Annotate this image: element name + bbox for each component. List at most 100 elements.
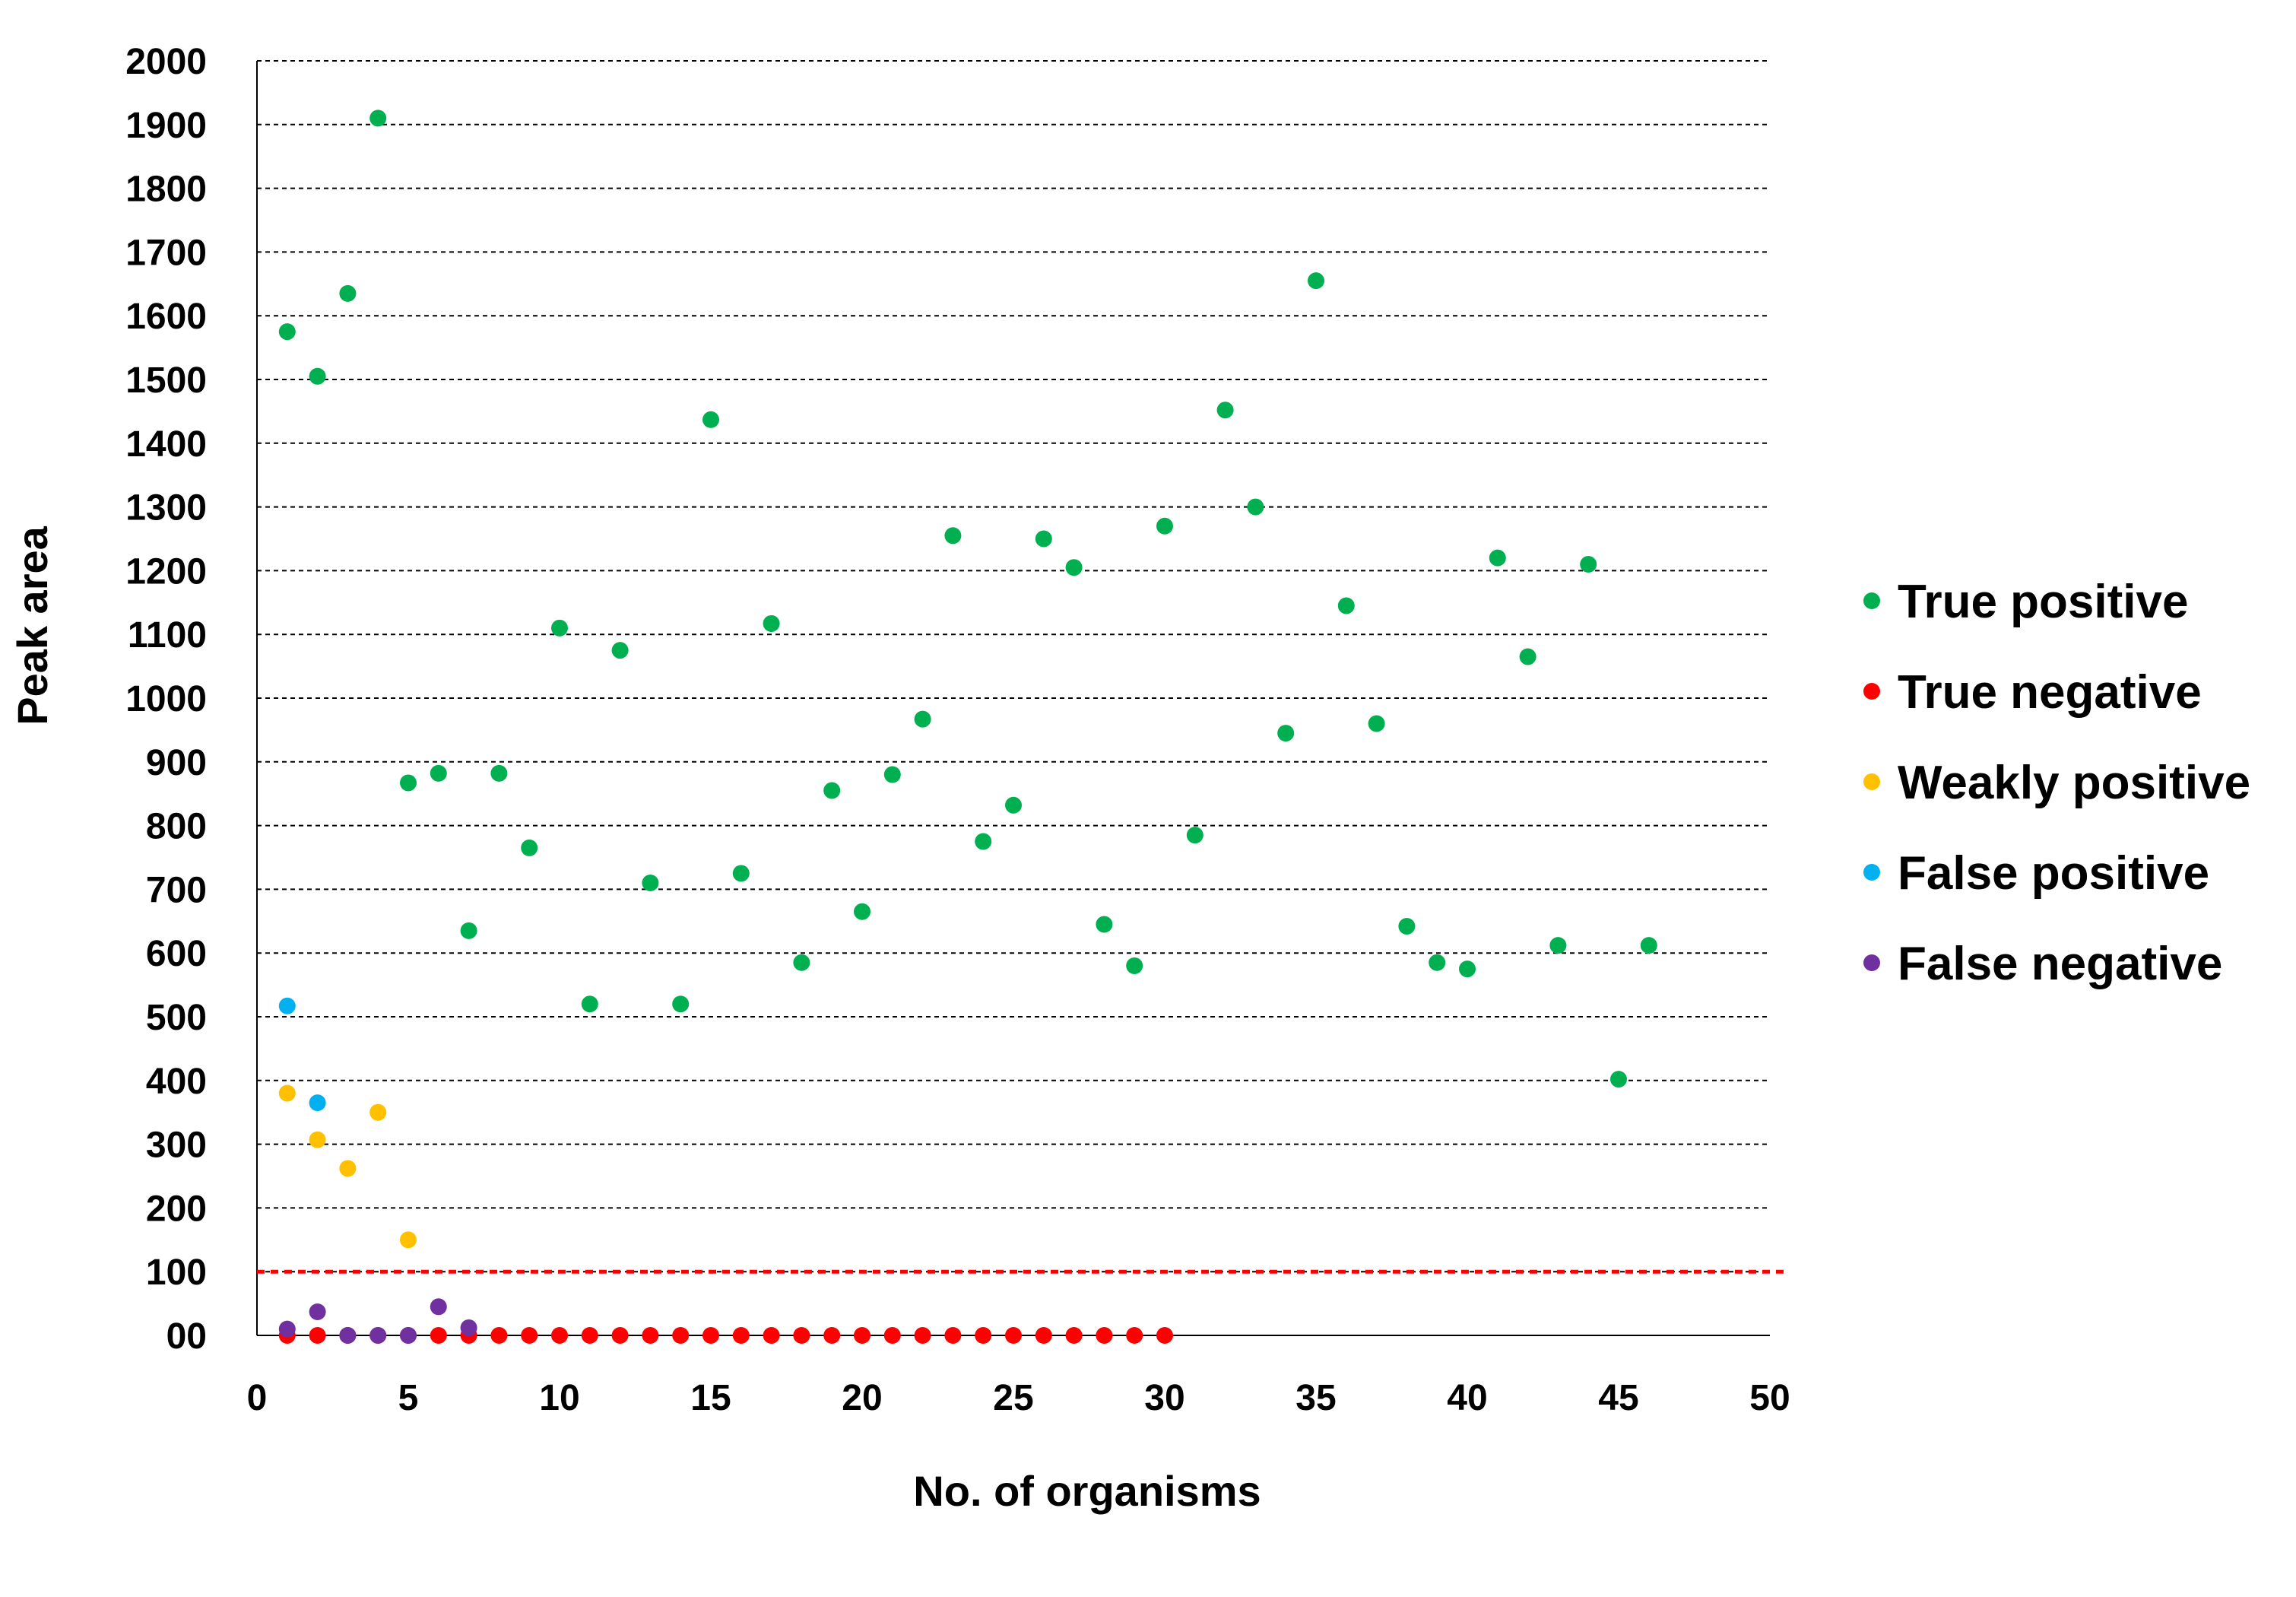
- x-tick-label: 30: [1144, 1378, 1184, 1418]
- series-false-positive: [278, 997, 326, 1112]
- data-point-true-negative: [702, 1327, 719, 1344]
- y-tick-label: 1600: [125, 297, 207, 337]
- data-point-true-negative: [944, 1327, 962, 1344]
- series-false-negative: [278, 1298, 477, 1344]
- data-point-true-positive: [1216, 402, 1234, 419]
- data-point-true-positive: [309, 367, 326, 385]
- data-point-true-positive: [1096, 916, 1113, 933]
- data-point-true-negative: [521, 1327, 538, 1344]
- data-point-true-positive: [490, 764, 508, 782]
- data-point-true-positive: [369, 110, 387, 127]
- data-point-false-negative: [369, 1327, 387, 1344]
- data-point-true-negative: [823, 1327, 841, 1344]
- data-point-true-negative: [1065, 1327, 1083, 1344]
- y-tick-label: 1700: [125, 233, 207, 273]
- data-point-false-negative: [309, 1303, 326, 1320]
- data-point-false-negative: [460, 1319, 477, 1336]
- data-point-true-positive: [339, 284, 357, 302]
- data-point-false-negative: [400, 1327, 417, 1344]
- y-tick-label: 100: [146, 1253, 207, 1293]
- data-point-true-positive: [1035, 530, 1052, 548]
- y-tick-label: 800: [146, 807, 207, 847]
- gridlines: [256, 60, 1770, 1336]
- data-point-true-positive: [823, 782, 841, 799]
- x-tick-label: 35: [1295, 1378, 1336, 1418]
- data-point-false-negative: [339, 1327, 357, 1344]
- data-point-false-positive: [309, 1094, 326, 1112]
- data-point-true-positive: [1489, 549, 1506, 567]
- data-point-true-negative: [490, 1327, 508, 1344]
- data-point-true-positive: [1429, 954, 1446, 971]
- y-tick-label: 2000: [125, 42, 207, 82]
- data-point-true-positive: [1126, 957, 1143, 974]
- x-axis-label: No. of organisms: [913, 1467, 1261, 1515]
- legend-item-true-negative: True negative: [1863, 666, 2202, 719]
- data-point-true-positive: [278, 323, 296, 341]
- legend-item-false-negative: False negative: [1863, 938, 2222, 990]
- data-point-true-positive: [521, 839, 538, 856]
- data-point-true-positive: [551, 619, 568, 637]
- data-point-true-positive: [1519, 648, 1536, 665]
- x-tick-label: 15: [690, 1378, 731, 1418]
- data-point-true-positive: [581, 995, 598, 1013]
- data-point-false-negative: [278, 1320, 296, 1338]
- data-point-false-positive: [278, 997, 296, 1014]
- data-point-true-positive: [1186, 827, 1203, 844]
- data-point-true-positive: [1580, 556, 1597, 573]
- y-tick-label: 600: [146, 934, 207, 974]
- x-tick-label: 50: [1749, 1378, 1790, 1418]
- data-point-true-positive: [430, 764, 447, 782]
- data-point-true-positive: [793, 954, 810, 971]
- data-point-weakly-positive: [278, 1084, 296, 1102]
- legend-marker: [1863, 683, 1880, 700]
- legend-item-true-positive: True positive: [1863, 576, 2188, 628]
- legend-label: Weakly positive: [1898, 757, 2250, 809]
- y-tick-label: 1800: [125, 170, 207, 210]
- data-point-true-negative: [309, 1327, 326, 1344]
- series-true-positive: [278, 110, 1657, 1088]
- data-point-true-positive: [1337, 597, 1355, 614]
- data-points: [278, 110, 1657, 1344]
- y-tick-label: 300: [146, 1126, 207, 1166]
- data-point-true-positive: [611, 642, 629, 659]
- data-point-weakly-positive: [309, 1131, 326, 1148]
- y-axis-ticks: 00 100 200 300 400 500 600 700 800 900 1000 1100 120…: [125, 42, 207, 1357]
- x-tick-label: 0: [247, 1378, 268, 1418]
- data-point-weakly-positive: [339, 1160, 357, 1177]
- data-point-true-positive: [1610, 1071, 1627, 1088]
- data-point-true-positive: [914, 710, 931, 728]
- data-point-true-positive: [1459, 960, 1476, 978]
- data-point-true-positive: [672, 995, 690, 1013]
- data-point-false-negative: [430, 1298, 447, 1316]
- x-axis-ticks: 0 5 10 15 20 25 30 35 40 45 50: [247, 1378, 1790, 1418]
- legend-label: False positive: [1898, 847, 2209, 900]
- x-tick-label: 5: [398, 1378, 419, 1418]
- data-point-true-positive: [732, 865, 750, 882]
- data-point-true-negative: [1035, 1327, 1052, 1344]
- data-point-weakly-positive: [400, 1231, 417, 1249]
- data-point-true-positive: [1549, 937, 1567, 954]
- data-point-true-positive: [883, 766, 901, 783]
- data-point-true-negative: [793, 1327, 810, 1344]
- data-point-true-negative: [551, 1327, 568, 1344]
- data-point-true-negative: [1156, 1327, 1173, 1344]
- data-point-true-positive: [1398, 918, 1416, 935]
- data-point-true-positive: [1640, 937, 1657, 954]
- data-point-true-negative: [854, 1327, 871, 1344]
- data-point-true-positive: [1247, 498, 1264, 516]
- y-tick-label: 1400: [125, 424, 207, 465]
- data-point-true-positive: [1308, 272, 1324, 290]
- legend: True positive True negative Weakly positiv…: [1863, 576, 2250, 990]
- y-axis-label: Peak area: [8, 525, 56, 725]
- data-point-true-positive: [642, 875, 659, 892]
- x-tick-label: 45: [1598, 1378, 1638, 1418]
- data-point-true-negative: [1005, 1327, 1022, 1344]
- data-point-true-negative: [611, 1327, 629, 1344]
- legend-label: True positive: [1898, 576, 2188, 628]
- data-point-true-positive: [460, 922, 477, 939]
- data-point-true-positive: [1277, 725, 1295, 742]
- y-tick-label: 1000: [125, 679, 207, 719]
- data-point-true-positive: [1065, 559, 1083, 576]
- data-point-true-negative: [732, 1327, 750, 1344]
